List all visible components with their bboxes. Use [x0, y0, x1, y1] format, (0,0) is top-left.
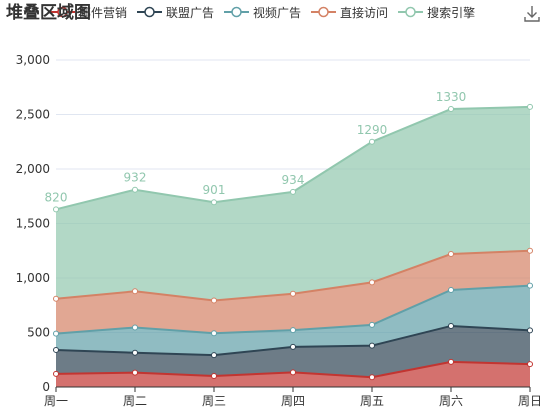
data-point [448, 286, 454, 293]
x-tick-label: 周一 [44, 394, 68, 408]
data-point [53, 295, 59, 302]
data-point [211, 330, 217, 337]
data-label: 932 [124, 171, 147, 185]
x-tick-label: 周六 [439, 394, 463, 408]
data-point [369, 138, 375, 145]
legend-label: 联盟广告 [166, 5, 215, 20]
data-point [211, 199, 217, 206]
legend-swatch-circle [231, 6, 242, 18]
data-point [53, 370, 59, 377]
data-point [527, 361, 533, 368]
data-point [369, 321, 375, 328]
data-label: 1330 [436, 90, 467, 104]
y-tick-label: 1,000 [16, 271, 50, 285]
data-point [132, 349, 138, 356]
area-搜索引擎 [56, 106, 530, 301]
legend-item[interactable]: 联盟广告 [137, 4, 214, 21]
legend-item[interactable]: 视频广告 [224, 4, 301, 21]
area-视频广告 [56, 285, 530, 356]
data-point [132, 369, 138, 376]
data-point [290, 343, 296, 350]
data-point [448, 358, 454, 365]
data-point [527, 327, 533, 334]
legend-line-circle-icon [311, 6, 337, 18]
y-tick-label: 0 [42, 380, 50, 394]
legend-swatch-circle [144, 6, 155, 18]
data-point [448, 251, 454, 258]
chart-legend: 邮件营销 联盟广告 视频广告 直接访问 搜索引擎 [50, 3, 485, 21]
data-label: 901 [203, 183, 226, 197]
data-point [53, 346, 59, 353]
x-tick-label: 周日 [518, 394, 542, 408]
data-point [527, 282, 533, 289]
legend-line-circle-icon [137, 6, 163, 18]
data-point [448, 106, 454, 113]
data-point [211, 352, 217, 359]
legend-line-circle-icon [398, 6, 424, 18]
data-point [369, 342, 375, 349]
data-label: 820 [45, 190, 68, 204]
data-label: 1290 [357, 123, 388, 137]
data-point [132, 186, 138, 193]
data-point [132, 324, 138, 331]
legend-label: 搜索引擎 [427, 5, 476, 20]
x-tick-label: 周五 [360, 394, 384, 408]
x-tick-label: 周二 [123, 394, 147, 408]
data-point [211, 372, 217, 379]
data-point [369, 374, 375, 381]
download-icon[interactable] [522, 4, 542, 24]
data-point [527, 247, 533, 254]
legend-item[interactable]: 直接访问 [311, 4, 388, 21]
legend-line-circle-icon [224, 6, 250, 18]
y-tick-label: 3,000 [16, 53, 50, 67]
legend-swatch-circle [318, 6, 329, 18]
area-联盟广告 [56, 325, 530, 378]
data-point [290, 327, 296, 334]
legend-swatch-circle [57, 6, 68, 18]
y-tick-label: 500 [27, 326, 50, 340]
data-point [527, 103, 533, 110]
data-point [132, 288, 138, 295]
y-tick-label: 2,500 [16, 108, 50, 122]
legend-swatch-circle [405, 6, 416, 18]
legend-item[interactable]: 邮件营销 [50, 4, 127, 21]
data-point [53, 206, 59, 213]
x-tick-label: 周三 [202, 394, 226, 408]
legend-label: 直接访问 [340, 5, 389, 20]
y-tick-label: 1,500 [16, 217, 50, 231]
data-point [290, 188, 296, 195]
data-point [448, 322, 454, 329]
legend-line-circle-icon [50, 6, 75, 18]
data-point [290, 369, 296, 376]
data-point [53, 330, 59, 337]
y-tick-label: 2,000 [16, 162, 50, 176]
data-point [211, 297, 217, 304]
chart-title: 堆叠区域图 [6, 3, 91, 23]
legend-label: 邮件营销 [79, 5, 128, 20]
legend-item[interactable]: 搜索引擎 [398, 4, 475, 21]
data-point [369, 279, 375, 286]
legend-label: 视频广告 [253, 5, 302, 20]
x-tick-label: 周四 [281, 394, 305, 408]
data-label: 934 [282, 173, 305, 187]
data-point [290, 290, 296, 297]
area-直接访问 [56, 250, 530, 334]
